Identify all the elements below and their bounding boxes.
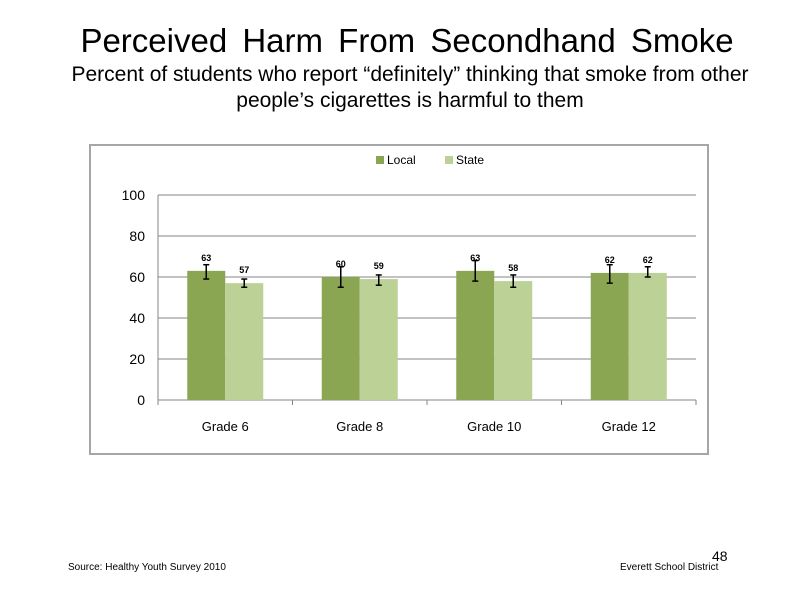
data-label: 62 [643, 255, 653, 265]
data-label: 59 [374, 261, 384, 271]
source-note: Source: Healthy Youth Survey 2010 [68, 562, 226, 573]
data-label: 60 [336, 259, 346, 269]
data-label: 62 [605, 255, 615, 265]
slide-title: Perceived Harm From Secondhand Smoke [80, 22, 734, 59]
data-label: 57 [239, 265, 249, 275]
y-tick-label: 0 [137, 392, 145, 408]
bar-state [225, 283, 264, 400]
y-tick-label: 100 [122, 187, 146, 203]
bar-local [590, 272, 629, 400]
y-tick-label: 20 [129, 351, 145, 367]
y-tick-label: 60 [129, 269, 145, 285]
data-label: 63 [470, 253, 480, 263]
bar-chart: 0 20 40 60 80 100 Grade 6 63 57 Grade 8 60 59 Grade … [122, 153, 697, 434]
page-number: 48 [712, 548, 728, 564]
data-label: 58 [508, 263, 518, 273]
x-tick-label: Grade 6 [202, 419, 249, 434]
legend-label: Local [387, 153, 416, 167]
bar-state [494, 281, 533, 400]
organization-name: Everett School District [620, 562, 719, 573]
bar-local [187, 270, 226, 400]
y-tick-label: 80 [129, 228, 145, 244]
bar-state [359, 279, 398, 400]
legend-swatch-state [445, 156, 453, 164]
x-tick-label: Grade 12 [602, 419, 656, 434]
x-tick-label: Grade 8 [336, 419, 383, 434]
legend-swatch-local [376, 156, 384, 164]
y-tick-label: 40 [129, 310, 145, 326]
bar-local [456, 270, 495, 400]
bar-state [628, 272, 667, 400]
x-tick-label: Grade 10 [467, 419, 521, 434]
legend-label: State [456, 153, 484, 167]
data-label: 63 [201, 253, 211, 263]
bar-local [321, 277, 360, 400]
slide-subtitle: Percent of students who report “definite… [71, 63, 749, 112]
